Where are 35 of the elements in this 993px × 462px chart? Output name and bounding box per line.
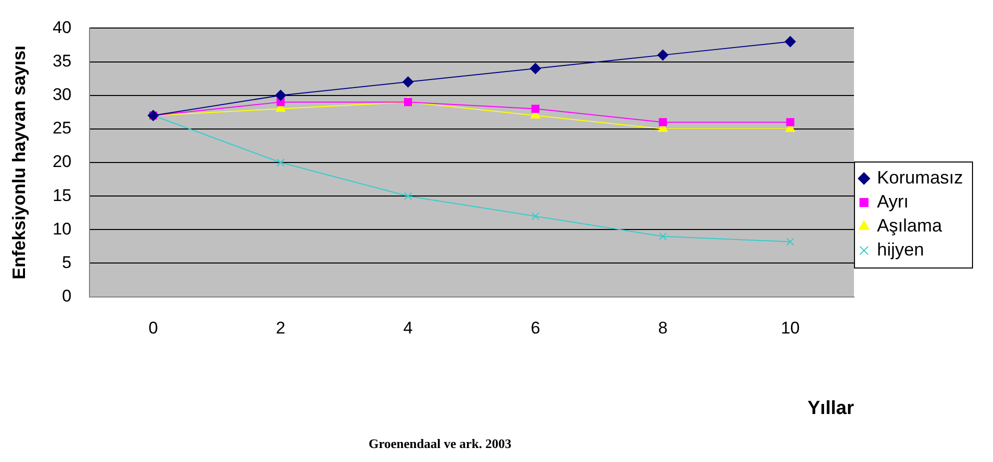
text: Groenendaal ve ark. 2003 <box>368 436 512 451</box>
x-tick-label: 10 <box>780 318 800 338</box>
x-tick-label: 6 <box>530 318 540 338</box>
point <box>786 118 794 126</box>
point <box>657 50 668 61</box>
point <box>784 36 796 48</box>
y-axis-title: Enfeksiyonlu hayvan sayısı <box>8 45 29 280</box>
point <box>531 104 540 113</box>
point <box>275 90 286 101</box>
point <box>658 232 667 240</box>
point <box>404 192 412 200</box>
point <box>402 76 414 88</box>
point <box>786 238 794 246</box>
x-tick-label: 2 <box>276 318 286 338</box>
legend-label: hijyen <box>876 239 924 260</box>
point <box>531 212 540 220</box>
y-tick-label: 20 <box>52 152 72 172</box>
legend-label: Korumasız <box>876 167 964 188</box>
x-axis-title: Yıllar <box>807 398 855 419</box>
point <box>276 158 285 167</box>
legend-label: Ayrı <box>876 191 909 212</box>
y-tick-label: 15 <box>52 186 72 205</box>
x-tick-label: 0 <box>148 318 158 338</box>
y-tick-label: 40 <box>52 18 72 37</box>
y-tick-label: 10 <box>52 219 72 238</box>
y-tick-label: 5 <box>62 252 72 272</box>
y-tick-label: 35 <box>52 51 72 70</box>
legend-label: Aşılama <box>876 215 943 236</box>
point <box>658 118 667 126</box>
y-tick-label: 25 <box>52 118 72 138</box>
x-tick-label: 8 <box>658 318 668 338</box>
point <box>530 62 541 74</box>
x-tick-label: 4 <box>403 318 413 338</box>
y-tick-label: 30 <box>52 85 72 104</box>
y-tick-label: 0 <box>62 286 72 306</box>
